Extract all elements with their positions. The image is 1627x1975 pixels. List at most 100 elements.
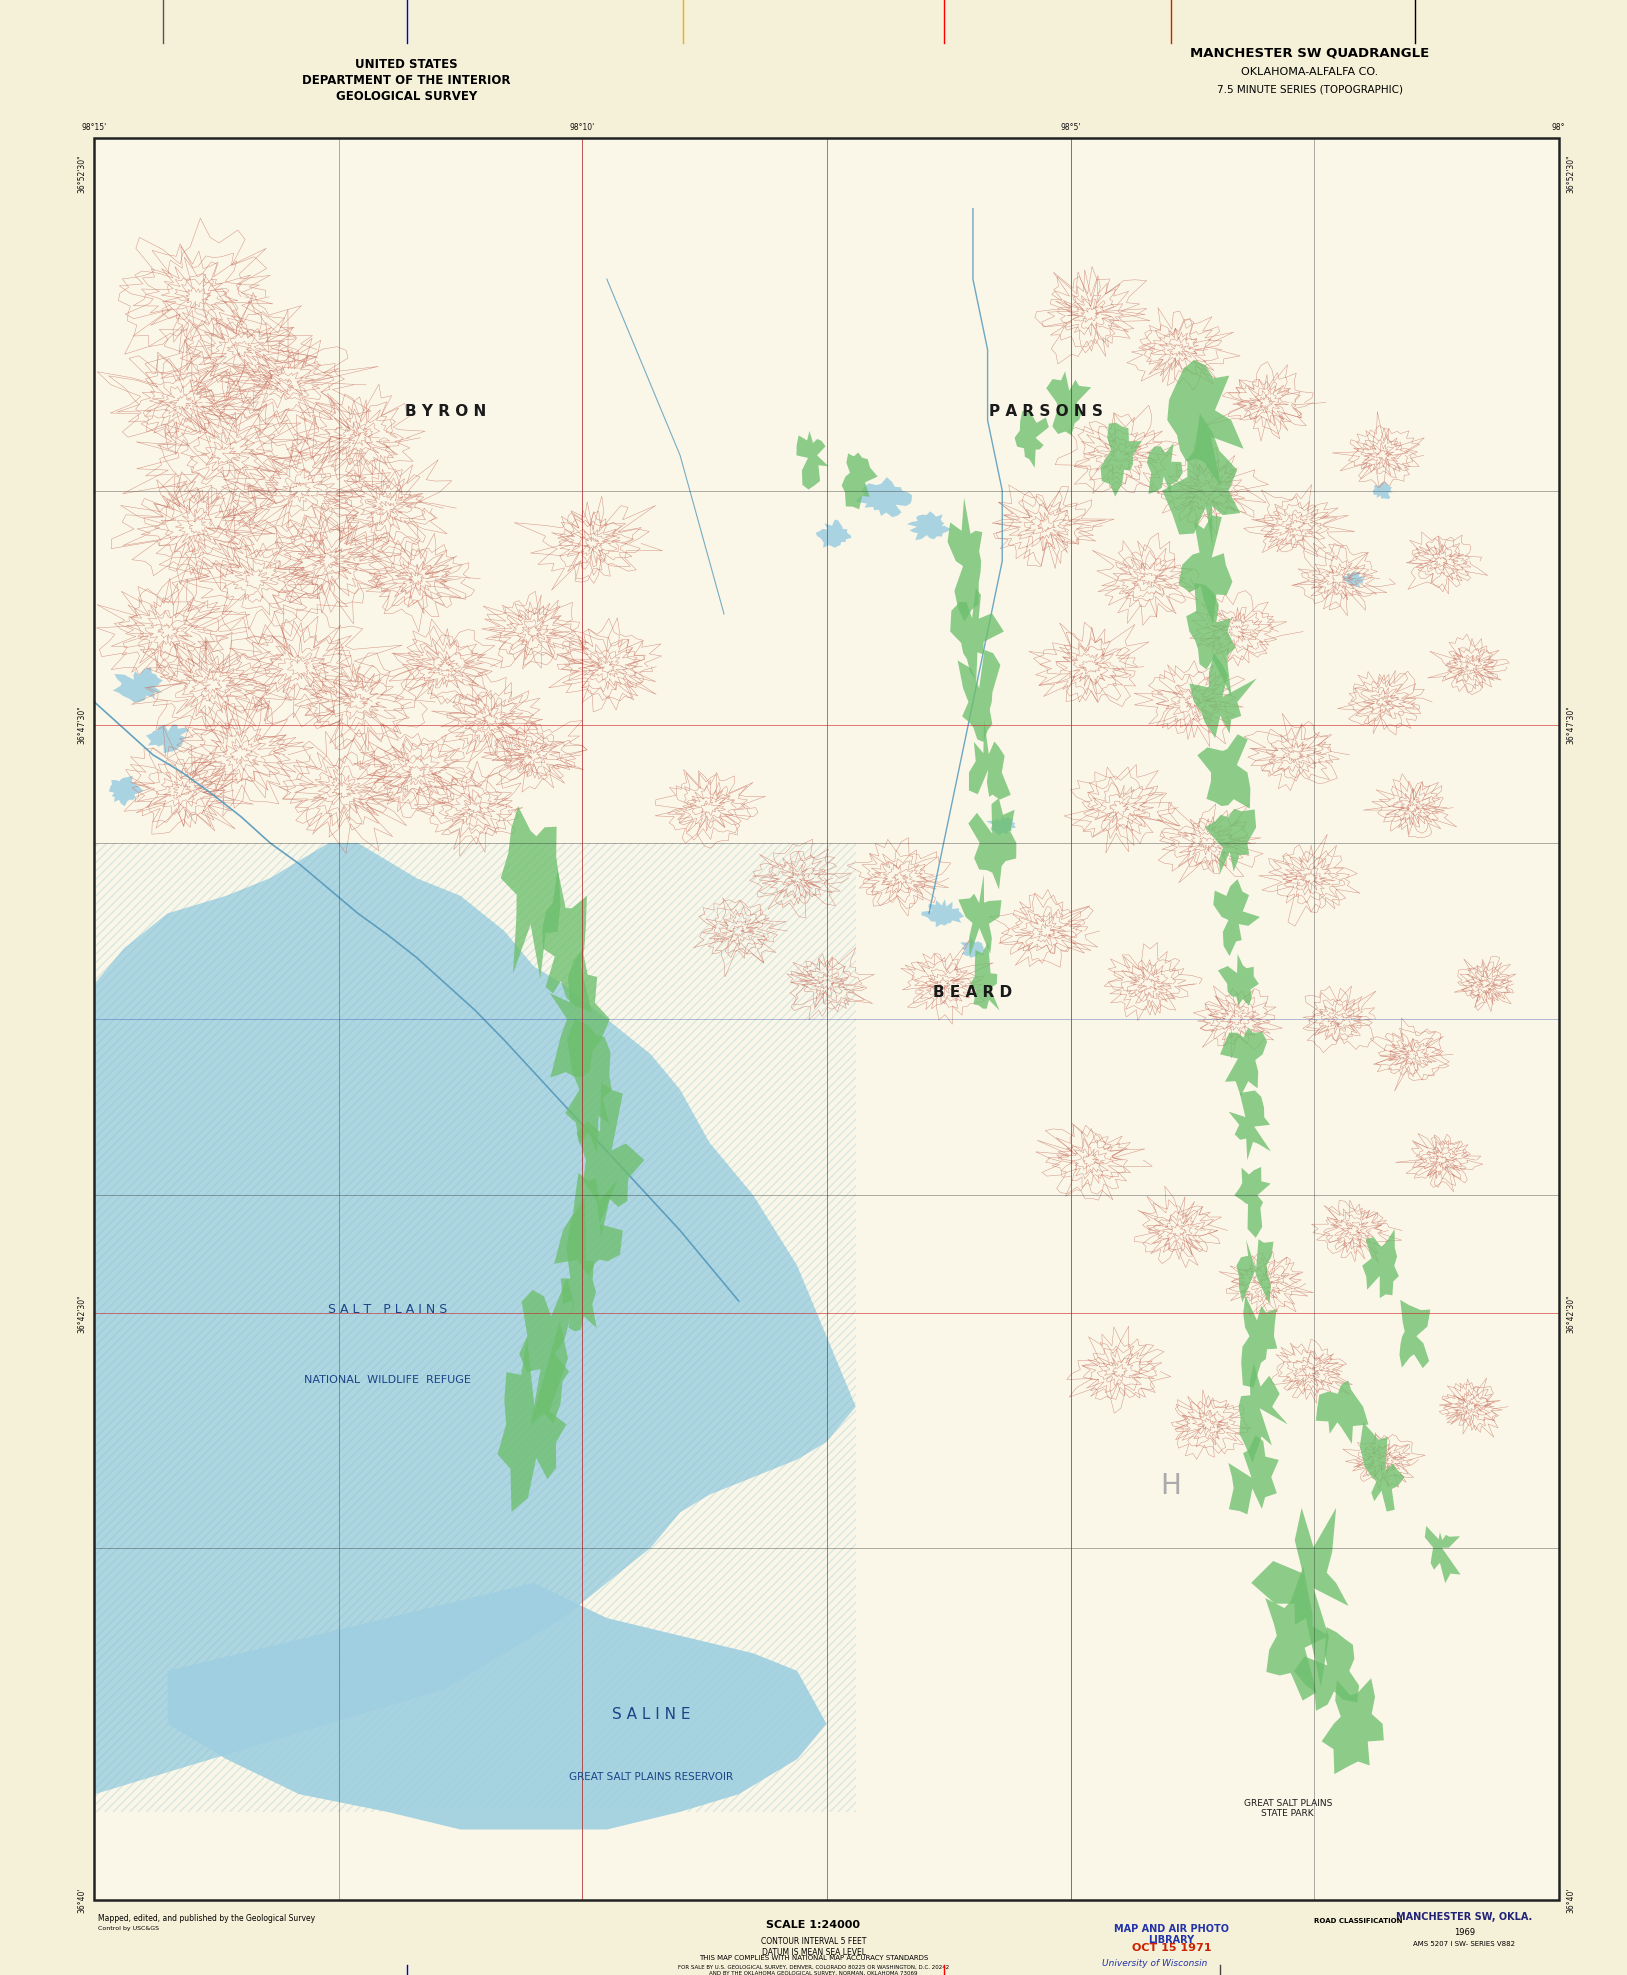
Polygon shape [1241, 1296, 1277, 1388]
Text: MANCHESTER SW QUADRANGLE: MANCHESTER SW QUADRANGLE [1189, 45, 1430, 59]
Polygon shape [958, 875, 1002, 958]
Polygon shape [1360, 1422, 1404, 1511]
Polygon shape [1219, 954, 1259, 1005]
Polygon shape [1321, 1679, 1385, 1774]
Polygon shape [1214, 879, 1259, 956]
Polygon shape [797, 431, 828, 490]
Polygon shape [1162, 413, 1240, 547]
Text: B Y R O N: B Y R O N [405, 403, 486, 419]
Polygon shape [958, 650, 1001, 743]
Text: 98°: 98° [1552, 122, 1565, 132]
Polygon shape [1238, 1363, 1289, 1462]
Text: 1969: 1969 [1455, 1928, 1474, 1937]
Polygon shape [576, 1082, 644, 1238]
Polygon shape [146, 725, 189, 752]
Polygon shape [1206, 810, 1256, 873]
Polygon shape [1235, 1167, 1271, 1238]
Text: MAP AND AIR PHOTO
LIBRARY: MAP AND AIR PHOTO LIBRARY [1114, 1924, 1228, 1945]
Polygon shape [1399, 1300, 1430, 1369]
Polygon shape [856, 478, 913, 517]
Polygon shape [970, 719, 1010, 800]
Text: UNITED STATES: UNITED STATES [355, 57, 459, 71]
Polygon shape [1046, 371, 1092, 434]
Polygon shape [94, 843, 856, 1900]
Polygon shape [1186, 583, 1235, 697]
Text: Control by USC&GS: Control by USC&GS [98, 1926, 158, 1932]
Polygon shape [1362, 1228, 1399, 1298]
Text: MANCHESTER SW, OKLA.: MANCHESTER SW, OKLA. [1396, 1912, 1533, 1922]
Polygon shape [561, 1197, 597, 1331]
Polygon shape [109, 776, 145, 806]
Polygon shape [550, 950, 610, 1078]
Bar [94, 138, 1559, 1900]
Polygon shape [542, 869, 592, 1013]
Polygon shape [1316, 1381, 1368, 1444]
Polygon shape [1147, 442, 1183, 494]
Text: Mapped, edited, and published by the Geological Survey: Mapped, edited, and published by the Geo… [98, 1914, 314, 1924]
Text: S A L I N E: S A L I N E [612, 1708, 690, 1722]
Polygon shape [565, 1019, 612, 1153]
Text: H: H [1160, 1471, 1181, 1499]
Text: 36°40': 36°40' [1567, 1888, 1577, 1912]
Polygon shape [970, 942, 999, 1011]
Polygon shape [1167, 359, 1243, 486]
Text: 36°42'30": 36°42'30" [1567, 1294, 1577, 1333]
Polygon shape [555, 1173, 623, 1276]
Polygon shape [1425, 1527, 1461, 1584]
Polygon shape [960, 936, 984, 958]
Text: AMS 5207 I SW- SERIES V882: AMS 5207 I SW- SERIES V882 [1414, 1941, 1515, 1947]
Text: ROAD CLASSIFICATION: ROAD CLASSIFICATION [1315, 1918, 1402, 1924]
Polygon shape [1220, 1027, 1267, 1096]
Polygon shape [947, 498, 983, 622]
Polygon shape [519, 1278, 574, 1424]
Polygon shape [1237, 1238, 1274, 1304]
Text: GREAT SALT PLAINS RESERVOIR: GREAT SALT PLAINS RESERVOIR [569, 1772, 732, 1781]
Text: 36°52'30": 36°52'30" [1567, 154, 1577, 194]
Text: 7.5 MINUTE SERIES (TOPOGRAPHIC): 7.5 MINUTE SERIES (TOPOGRAPHIC) [1217, 85, 1402, 95]
Polygon shape [168, 1582, 827, 1900]
Polygon shape [1228, 1436, 1279, 1515]
Polygon shape [498, 1321, 568, 1513]
Polygon shape [906, 512, 952, 539]
Text: 36°40': 36°40' [76, 1888, 86, 1912]
Text: FOR SALE BY U.S. GEOLOGICAL SURVEY, DENVER, COLORADO 80225 OR WASHINGTON, D.C. 2: FOR SALE BY U.S. GEOLOGICAL SURVEY, DENV… [678, 1965, 949, 1975]
Polygon shape [1228, 1090, 1271, 1159]
Text: SCALE 1:24000: SCALE 1:24000 [766, 1920, 861, 1930]
Polygon shape [950, 589, 1004, 681]
Polygon shape [1251, 1507, 1349, 1687]
Text: OCT 15 1971: OCT 15 1971 [1132, 1943, 1210, 1953]
Polygon shape [921, 899, 965, 928]
Polygon shape [1100, 423, 1142, 496]
Text: 98°15': 98°15' [81, 122, 107, 132]
Text: 36°47'30": 36°47'30" [1567, 705, 1577, 745]
Polygon shape [501, 806, 560, 978]
Polygon shape [815, 519, 851, 547]
Text: DEPARTMENT OF THE INTERIOR: DEPARTMENT OF THE INTERIOR [303, 73, 511, 87]
Text: OKLAHOMA-ALFALFA CO.: OKLAHOMA-ALFALFA CO. [1241, 67, 1378, 77]
Text: 36°47'30": 36°47'30" [76, 705, 86, 745]
Polygon shape [1293, 1627, 1359, 1710]
Polygon shape [1178, 515, 1232, 624]
Polygon shape [1373, 482, 1393, 500]
Text: 36°52'30": 36°52'30" [76, 154, 86, 194]
Text: University of Wisconsin: University of Wisconsin [1103, 1959, 1207, 1969]
Polygon shape [1015, 411, 1049, 468]
Polygon shape [1266, 1566, 1329, 1700]
Polygon shape [1197, 735, 1251, 808]
Polygon shape [1342, 571, 1365, 587]
Text: 36°42'30": 36°42'30" [76, 1294, 86, 1333]
Polygon shape [986, 816, 1015, 835]
Text: B E A R D: B E A R D [934, 986, 1012, 999]
Polygon shape [112, 668, 163, 703]
Text: 98°5': 98°5' [1061, 122, 1082, 132]
Polygon shape [1189, 654, 1256, 739]
Bar [94, 138, 1559, 1900]
Polygon shape [841, 452, 877, 510]
Text: GREAT SALT PLAINS
STATE PARK: GREAT SALT PLAINS STATE PARK [1243, 1799, 1333, 1819]
Text: NATIONAL  WILDLIFE  REFUGE: NATIONAL WILDLIFE REFUGE [304, 1375, 470, 1384]
Polygon shape [968, 798, 1017, 889]
Bar [94, 843, 856, 1811]
Text: P A R S O N S: P A R S O N S [989, 403, 1103, 419]
Text: S A L T   P L A I N S: S A L T P L A I N S [327, 1304, 447, 1315]
Text: 98°10': 98°10' [569, 122, 594, 132]
